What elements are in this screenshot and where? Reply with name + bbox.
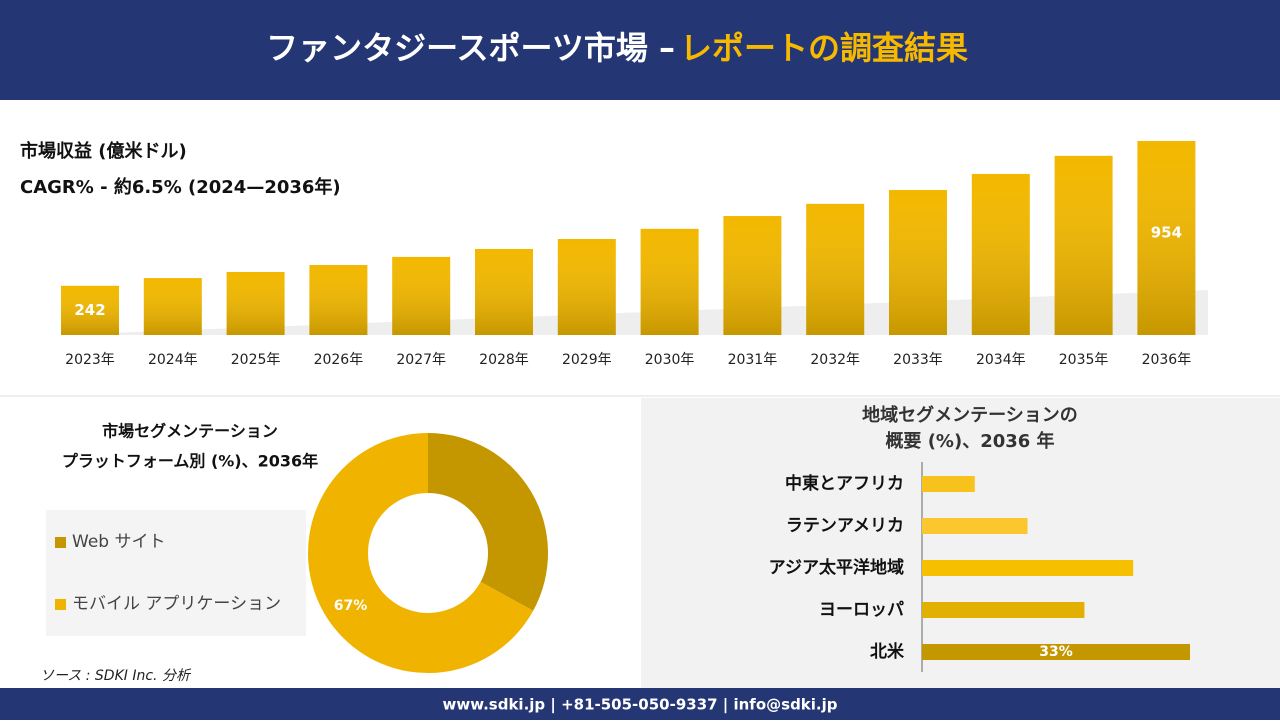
chart-subtitle: 概要 (%)、2036 年 [885, 430, 1054, 452]
legend-label: Web サイト [72, 532, 165, 552]
right-panel [641, 398, 1280, 688]
data-label: 242 [74, 301, 105, 319]
bar-shade [557, 239, 616, 335]
charts: 市場収益 (億米ドル) CAGR% - 約6.5% (2024—2036年) 202… [20, 140, 1208, 673]
bar-shade [309, 265, 368, 335]
bar-shade [475, 248, 533, 335]
bar-shade [971, 173, 1030, 335]
bar-shade [143, 278, 202, 335]
header-title: ファンタジースポーツ市場 – [266, 29, 675, 67]
bar-shade [723, 216, 782, 335]
y-tick-label: アジア太平洋地域 [769, 557, 904, 578]
x-tick-label: 2024年 [148, 352, 198, 368]
chart-subtitle: CAGR% - 約6.5% (2024—2036年) [20, 176, 341, 198]
x-tick-label: 2030年 [645, 352, 695, 368]
bar-shade [61, 285, 119, 335]
x-tick-label: 2028年 [479, 352, 529, 368]
bar [922, 476, 975, 492]
x-tick-label: 2036年 [1142, 352, 1192, 368]
x-tick-label: 2033年 [893, 352, 943, 368]
x-tick-label: 2023年 [65, 352, 115, 368]
bar-shade [806, 203, 865, 335]
bar [922, 644, 1190, 660]
y-tick-label: ラテンアメリカ [786, 516, 904, 536]
x-tick-label: 2034年 [976, 352, 1026, 368]
legend-swatch [55, 599, 66, 610]
y-tick-label: ヨーロッパ [819, 600, 904, 620]
y-tick-label: 中東とアフリカ [785, 473, 904, 494]
chart-title: 市場セグメンテーション [102, 422, 278, 441]
legend-label: モバイル アプリケーション [72, 594, 281, 614]
legend-box [46, 510, 306, 636]
bar-shade [1137, 141, 1196, 335]
bar [922, 602, 1085, 618]
bar-shade [889, 190, 947, 335]
bar-shade [226, 271, 285, 335]
bar [922, 560, 1134, 576]
source: ソース : SDKI Inc. 分析 [40, 668, 192, 684]
x-tick-label: 2031年 [728, 352, 778, 368]
donut-slice [308, 433, 534, 673]
bar-shade [640, 228, 699, 335]
x-tick-label: 2032年 [810, 352, 860, 368]
bar-shade [1054, 155, 1113, 335]
header-bar [0, 0, 1280, 100]
x-tick-label: 2027年 [396, 352, 446, 368]
chart-title: 地域セグメンテーションの [862, 404, 1078, 426]
chart-title: 市場収益 (億米ドル) [20, 140, 187, 162]
header-highlight: レポートの調査結果 [680, 29, 968, 67]
legend-swatch [55, 537, 66, 548]
y-tick-label: 北米 [870, 641, 905, 662]
bar-shade [392, 256, 451, 335]
bar [922, 518, 1028, 534]
x-tick-label: 2025年 [231, 352, 281, 368]
x-tick-label: 2029年 [562, 352, 612, 368]
data-label: 33% [1039, 644, 1073, 660]
donut-slice [428, 433, 548, 611]
data-label: 67% [334, 598, 368, 614]
x-tick-label: 2026年 [314, 352, 364, 368]
x-tick-label: 2035年 [1059, 352, 1109, 368]
footer: www.sdki.jp | +81-505-050-9337 | info@sd… [442, 696, 837, 715]
data-label: 954 [1151, 224, 1182, 242]
footer-bar [0, 688, 1280, 720]
chart-subtitle: プラットフォーム別 (%)、2036年 [62, 452, 318, 471]
